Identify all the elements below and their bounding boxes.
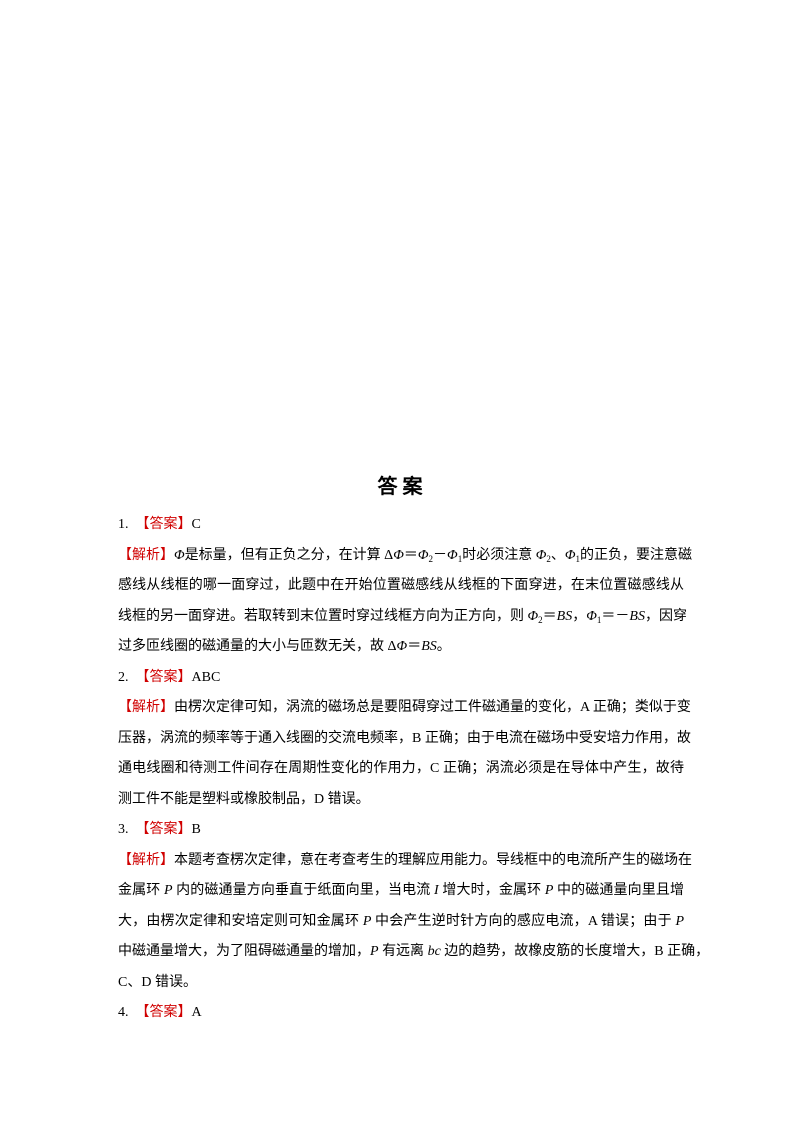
italic-symbol: bc <box>427 944 441 959</box>
italic-symbol: BS <box>421 639 437 654</box>
text-run: ，因穿 <box>644 608 687 624</box>
subscript: 2 <box>538 614 543 625</box>
analysis-line: 【解析】本题考查楞次定律，意在考查考生的理解应用能力。导线框中的电流所产生的磁场… <box>118 846 692 877</box>
text-run: 中的磁通量向里且增 <box>553 883 685 898</box>
text-run: ， <box>572 608 587 624</box>
answer: C <box>191 517 201 532</box>
italic-symbol: Φ <box>417 547 429 563</box>
text-run: 边的趋势，故橡皮筋的长度增大，B 正确， <box>440 944 710 959</box>
analysis-line: 中磁通量增大，为了阻碍磁通量的增加，P 有远离 bc 边的趋势，故橡皮筋的长度增… <box>118 937 709 968</box>
analysis-line: 大，由楞次定律和安培定则可知金属环 P 中会产生逆时针方向的感应电流，A 错误；… <box>118 907 684 938</box>
text-run: 的正负，要注意磁 <box>580 547 693 563</box>
answer: B <box>191 822 201 837</box>
text-run: ＝ <box>542 608 557 624</box>
answer: A <box>191 1005 202 1020</box>
analysis-line: 压器，涡流的频率等于通入线圈的交流电频率，B 正确；由于电流在磁场中受安培力作用… <box>118 724 691 755</box>
text-run: 。 <box>436 639 451 654</box>
analysis-label: 【解析】 <box>118 700 174 715</box>
analysis-line: 【解析】由楞次定律可知，涡流的磁场总是要阻碍穿过工件磁通量的变化，A 正确；类似… <box>118 693 691 724</box>
italic-symbol: Φ <box>396 639 408 654</box>
text-run: 线框的另一面穿进。若取转到末位置时穿过线框方向为正方向，则 <box>118 608 528 624</box>
text-run: 是标量，但有正负之分，在计算 Δ <box>184 547 394 563</box>
answer-label: 【答案】 <box>135 822 192 837</box>
italic-symbol: P <box>544 883 554 898</box>
italic-symbol: BS <box>629 608 645 624</box>
subscript: 2 <box>428 553 434 564</box>
text-run: 增大时，金属环 <box>438 883 545 898</box>
text-run: 、 <box>550 547 565 563</box>
italic-symbol: Φ <box>586 608 597 624</box>
text-run: 大，由楞次定律和安培定则可知金属环 <box>118 913 363 929</box>
item-number: 3. <box>118 822 129 837</box>
answer: ABC <box>191 669 221 685</box>
analysis-line: 【解析】Φ是标量，但有正负之分，在计算 ΔΦ＝Φ2－Φ1时必须注意 Φ2、Φ1的… <box>118 541 692 572</box>
text-run: C、D 错误。 <box>118 974 197 990</box>
analysis-line: 线框的另一面穿进。若取转到末位置时穿过线框方向为正方向，则 Φ2＝BS，Φ1＝－… <box>118 602 687 633</box>
analysis-line: 测工件不能是塑料或橡胶制品，D 错误。 <box>118 785 684 816</box>
text-run: 通电线圈和待测工件间存在周期性变化的作用力，C 正确；涡流必须是在导体中产生，故… <box>118 761 684 776</box>
subscript: 1 <box>457 553 463 564</box>
text-run: 有远离 <box>378 944 428 959</box>
italic-symbol: Φ <box>527 608 539 624</box>
text-run: 本题考查楞次定律，意在考查考生的理解应用能力。导线框中的电流所产生的磁场在 <box>174 852 692 868</box>
text-run: ＝ <box>403 547 418 563</box>
italic-symbol: Φ <box>535 547 547 563</box>
italic-symbol: BS <box>556 608 573 624</box>
analysis-label: 【解析】 <box>118 852 174 868</box>
italic-symbol: I <box>434 883 439 898</box>
answer-line: 2. 【答案】ABC <box>118 663 684 694</box>
item-number: 2. <box>118 669 129 685</box>
title: 答 案 <box>377 476 423 498</box>
analysis-label: 【解析】 <box>118 547 174 563</box>
text-run: － <box>433 547 448 563</box>
analysis-line: 金属环 P 内的磁通量方向垂直于纸面向里，当电流 I 增大时，金属环 P 中的磁… <box>118 876 684 907</box>
text-run: 由楞次定律可知，涡流的磁场总是要阻碍穿过工件磁通量的变化，A 正确；类似于变 <box>174 700 691 715</box>
italic-symbol: P <box>675 913 684 929</box>
text-run: 中会产生逆时针方向的感应电流，A 错误；由于 <box>371 913 676 929</box>
answer-list: 1. 【答案】C 【解析】Φ是标量，但有正负之分，在计算 ΔΦ＝Φ2－Φ1时必须注… <box>118 510 709 1029</box>
item-number: 4. <box>118 1005 129 1020</box>
italic-symbol: P <box>370 944 379 959</box>
answer-line: 3. 【答案】B <box>118 815 684 846</box>
answer-line: 1. 【答案】C <box>118 510 684 541</box>
answer-label: 【答案】 <box>135 669 192 685</box>
text-run: 过多匝线圈的磁通量的大小与匝数无关，故 Δ <box>118 639 397 654</box>
text-run: 时必须注意 <box>462 547 536 563</box>
analysis-line: 通电线圈和待测工件间存在周期性变化的作用力，C 正确；涡流必须是在导体中产生，故… <box>118 754 684 785</box>
italic-symbol: Φ <box>564 547 576 563</box>
subscript: 1 <box>596 614 602 625</box>
italic-symbol: P <box>164 883 173 898</box>
text-run: 压器，涡流的频率等于通入线圈的交流电频率，B 正确；由于电流在磁场中受安培力作用… <box>118 730 691 746</box>
text-run: 测工件不能是塑料或橡胶制品，D 错误。 <box>118 791 370 807</box>
analysis-line: 过多匝线圈的磁通量的大小与匝数无关，故 ΔΦ＝BS。 <box>118 632 684 663</box>
text-run: 金属环 <box>118 883 164 898</box>
answer-label: 【答案】 <box>135 517 192 532</box>
text-run: 感线从线框的哪一面穿过，此题中在开始位置磁感线从线框的下面穿进，在末位置磁感线从 <box>118 578 684 593</box>
text-run: ＝ <box>407 639 422 654</box>
text-run: ＝－ <box>601 608 630 624</box>
text-run: 内的磁通量方向垂直于纸面向里，当电流 <box>172 883 435 898</box>
subscript: 2 <box>546 553 551 564</box>
analysis-line: C、D 错误。 <box>118 968 684 999</box>
italic-symbol: Φ <box>393 547 404 563</box>
analysis-line: 感线从线框的哪一面穿过，此题中在开始位置磁感线从线框的下面穿进，在末位置磁感线从 <box>118 571 684 602</box>
italic-symbol: P <box>362 913 372 929</box>
italic-symbol: Φ <box>174 547 185 563</box>
subscript: 1 <box>575 553 581 564</box>
item-number: 1. <box>118 517 129 532</box>
italic-symbol: Φ <box>447 547 458 563</box>
answer-line: 4. 【答案】A <box>118 998 684 1029</box>
answer-label: 【答案】 <box>135 1005 192 1020</box>
text-run: 中磁通量增大，为了阻碍磁通量的增加， <box>118 944 370 959</box>
